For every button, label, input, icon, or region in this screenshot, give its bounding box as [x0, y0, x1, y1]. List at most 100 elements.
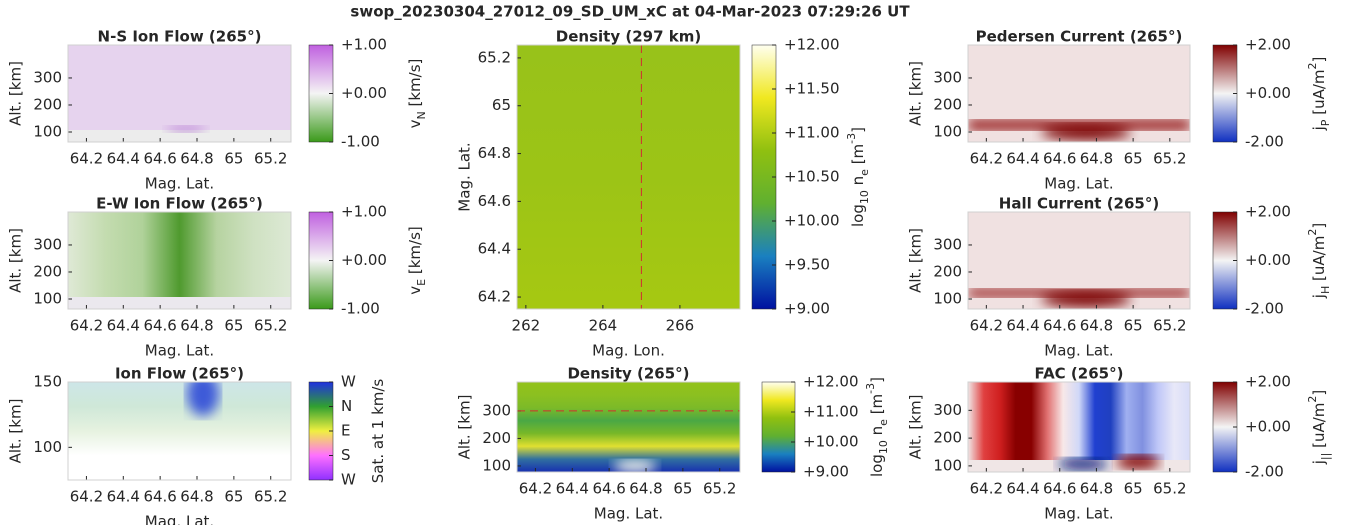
panel-title: Hall Current (265°): [999, 195, 1159, 213]
x-tick-label: 64.2: [970, 150, 1003, 168]
x-tick-label: 262: [512, 317, 541, 335]
label-sub: H: [1319, 286, 1332, 294]
colorbar-tick-label: +2.00: [1245, 203, 1291, 221]
label-sub: 10: [858, 190, 871, 204]
x-tick-label: 64.6: [143, 150, 176, 168]
heatmap: [968, 382, 1190, 472]
y-tick-label: 200: [482, 429, 511, 447]
x-tick-label: 65: [1124, 480, 1143, 498]
colorbar-tick-label: -2.00: [1245, 463, 1284, 481]
colorbar-label: jP [uA/m2]: [1306, 57, 1332, 132]
heatmap-cell: [1058, 458, 1108, 470]
y-tick-label: 64.4: [478, 240, 511, 258]
colorbar-tick-label: +1.00: [341, 203, 387, 221]
x-tick-label: 64.2: [70, 488, 103, 506]
panel: E-W Ion Flow (265°) Mag. Lat. Alt. [km] 64.…: [7, 195, 428, 360]
y-axis-label: Alt. [km]: [7, 61, 25, 126]
panel-title: N-S Ion Flow (265°): [98, 28, 262, 46]
y-tick-label: 100: [933, 456, 962, 474]
colorbar-tick-label: +0.00: [1245, 84, 1291, 102]
colorbar-tick-label: S: [341, 446, 351, 464]
x-tick-label: 64.6: [143, 317, 176, 335]
x-tick-label: 64.2: [70, 317, 103, 335]
colorbar-tick-label: +12.00: [784, 36, 840, 54]
y-tick-label: 100: [933, 123, 962, 141]
y-tick-label: 200: [933, 95, 962, 113]
label-part: v: [406, 119, 424, 128]
heatmap-cell: [1041, 124, 1131, 140]
y-tick-label: 300: [933, 235, 962, 253]
y-tick-label: 64.6: [478, 192, 511, 210]
heatmap: [517, 382, 740, 472]
x-tick-label: 266: [666, 317, 695, 335]
label-part: ]: [868, 377, 886, 383]
colorbar-tick-label: +2.00: [1245, 373, 1291, 391]
y-tick-label: 300: [933, 401, 962, 419]
panel: Ion Flow (265°)Mag. Lat.Alt. [km]64.2 64.…: [7, 365, 387, 525]
y-axis-label: Alt. [km]: [7, 228, 25, 293]
heatmap-cell: [187, 382, 219, 416]
y-axis-label: Alt. [km]: [7, 399, 25, 464]
label-part: v: [406, 286, 424, 295]
label-part: Sat. at 1 km/s: [369, 379, 387, 484]
label-sup: -3: [845, 133, 858, 144]
label-sup: 2: [1306, 396, 1319, 403]
y-tick-label: 300: [482, 401, 511, 419]
colorbar-tick-label: +10.00: [784, 212, 840, 230]
colorbar-tick-label: +11.00: [784, 124, 840, 142]
colorbar-tick-label: +11.50: [784, 80, 840, 98]
panel-title: Density (265°): [567, 365, 689, 383]
colorbar-tick-label: +0.00: [1245, 418, 1291, 436]
colorbar-tick-label: +0.00: [341, 84, 387, 102]
label-part: [uA/m: [1310, 69, 1328, 119]
heatmap-cell: [68, 382, 291, 480]
colorbar-tick-label: +1.00: [341, 36, 387, 54]
label-part: log: [849, 204, 867, 227]
label-part: [km/s]: [406, 226, 424, 279]
x-axis-label: Mag. Lat.: [594, 505, 663, 523]
label-part: j: [1310, 126, 1328, 131]
x-tick-label: 64.2: [970, 317, 1003, 335]
y-tick-label: 65.2: [478, 48, 511, 66]
axes-frame: [67, 211, 292, 310]
heatmap: [517, 45, 740, 309]
label-sup: -3: [864, 383, 877, 394]
panel-title: E-W Ion Flow (265°): [96, 195, 263, 213]
x-tick-label: 65: [1124, 317, 1143, 335]
axes-frame: [967, 211, 1191, 310]
y-tick-label: 65: [492, 96, 511, 114]
x-tick-label: 64.8: [180, 317, 213, 335]
x-tick-label: 65.2: [1153, 480, 1186, 498]
heatmap: [968, 45, 1190, 142]
panel: N-S Ion Flow (265°) Mag. Lat. Alt. [km] 64.…: [7, 28, 428, 193]
colorbar-label: log10 ne [m-3]: [864, 377, 890, 477]
axes-frame: [967, 381, 1191, 473]
y-axis-label: Alt. [km]: [456, 395, 474, 460]
x-tick-label: 64.2: [519, 480, 552, 498]
x-tick-label: 64.4: [1006, 150, 1039, 168]
x-tick-label: 64.8: [180, 150, 213, 168]
heatmap-cell: [68, 45, 291, 142]
heatmap-cell: [68, 212, 291, 309]
y-tick-label: 200: [33, 262, 62, 280]
y-axis-label: Mag. Lat.: [456, 142, 474, 211]
x-tick-label: 64.4: [107, 150, 140, 168]
y-tick-label: 200: [33, 95, 62, 113]
x-tick-label: 64.6: [592, 480, 625, 498]
colorbar-tick-label: -1.00: [341, 133, 380, 151]
panel: Density (265°) Mag. Lat. Alt. [km] 64.2 64.4…: [456, 365, 890, 523]
x-tick-label: 65.2: [254, 317, 287, 335]
y-axis-label: Alt. [km]: [907, 228, 925, 293]
colorbar-tick-label: W: [341, 471, 356, 489]
y-tick-label: 100: [33, 123, 62, 141]
label-part: ]: [1310, 57, 1328, 63]
x-tick-label: 65: [224, 317, 243, 335]
label-part: j: [1310, 460, 1328, 465]
x-tick-label: 64.8: [1080, 317, 1113, 335]
label-sub: e: [858, 169, 871, 176]
label-sub: E: [415, 279, 428, 286]
y-tick-label: 300: [933, 68, 962, 86]
y-tick-label: 150: [33, 373, 62, 391]
colorbar-label: j|| [uA/m2]: [1306, 390, 1332, 466]
